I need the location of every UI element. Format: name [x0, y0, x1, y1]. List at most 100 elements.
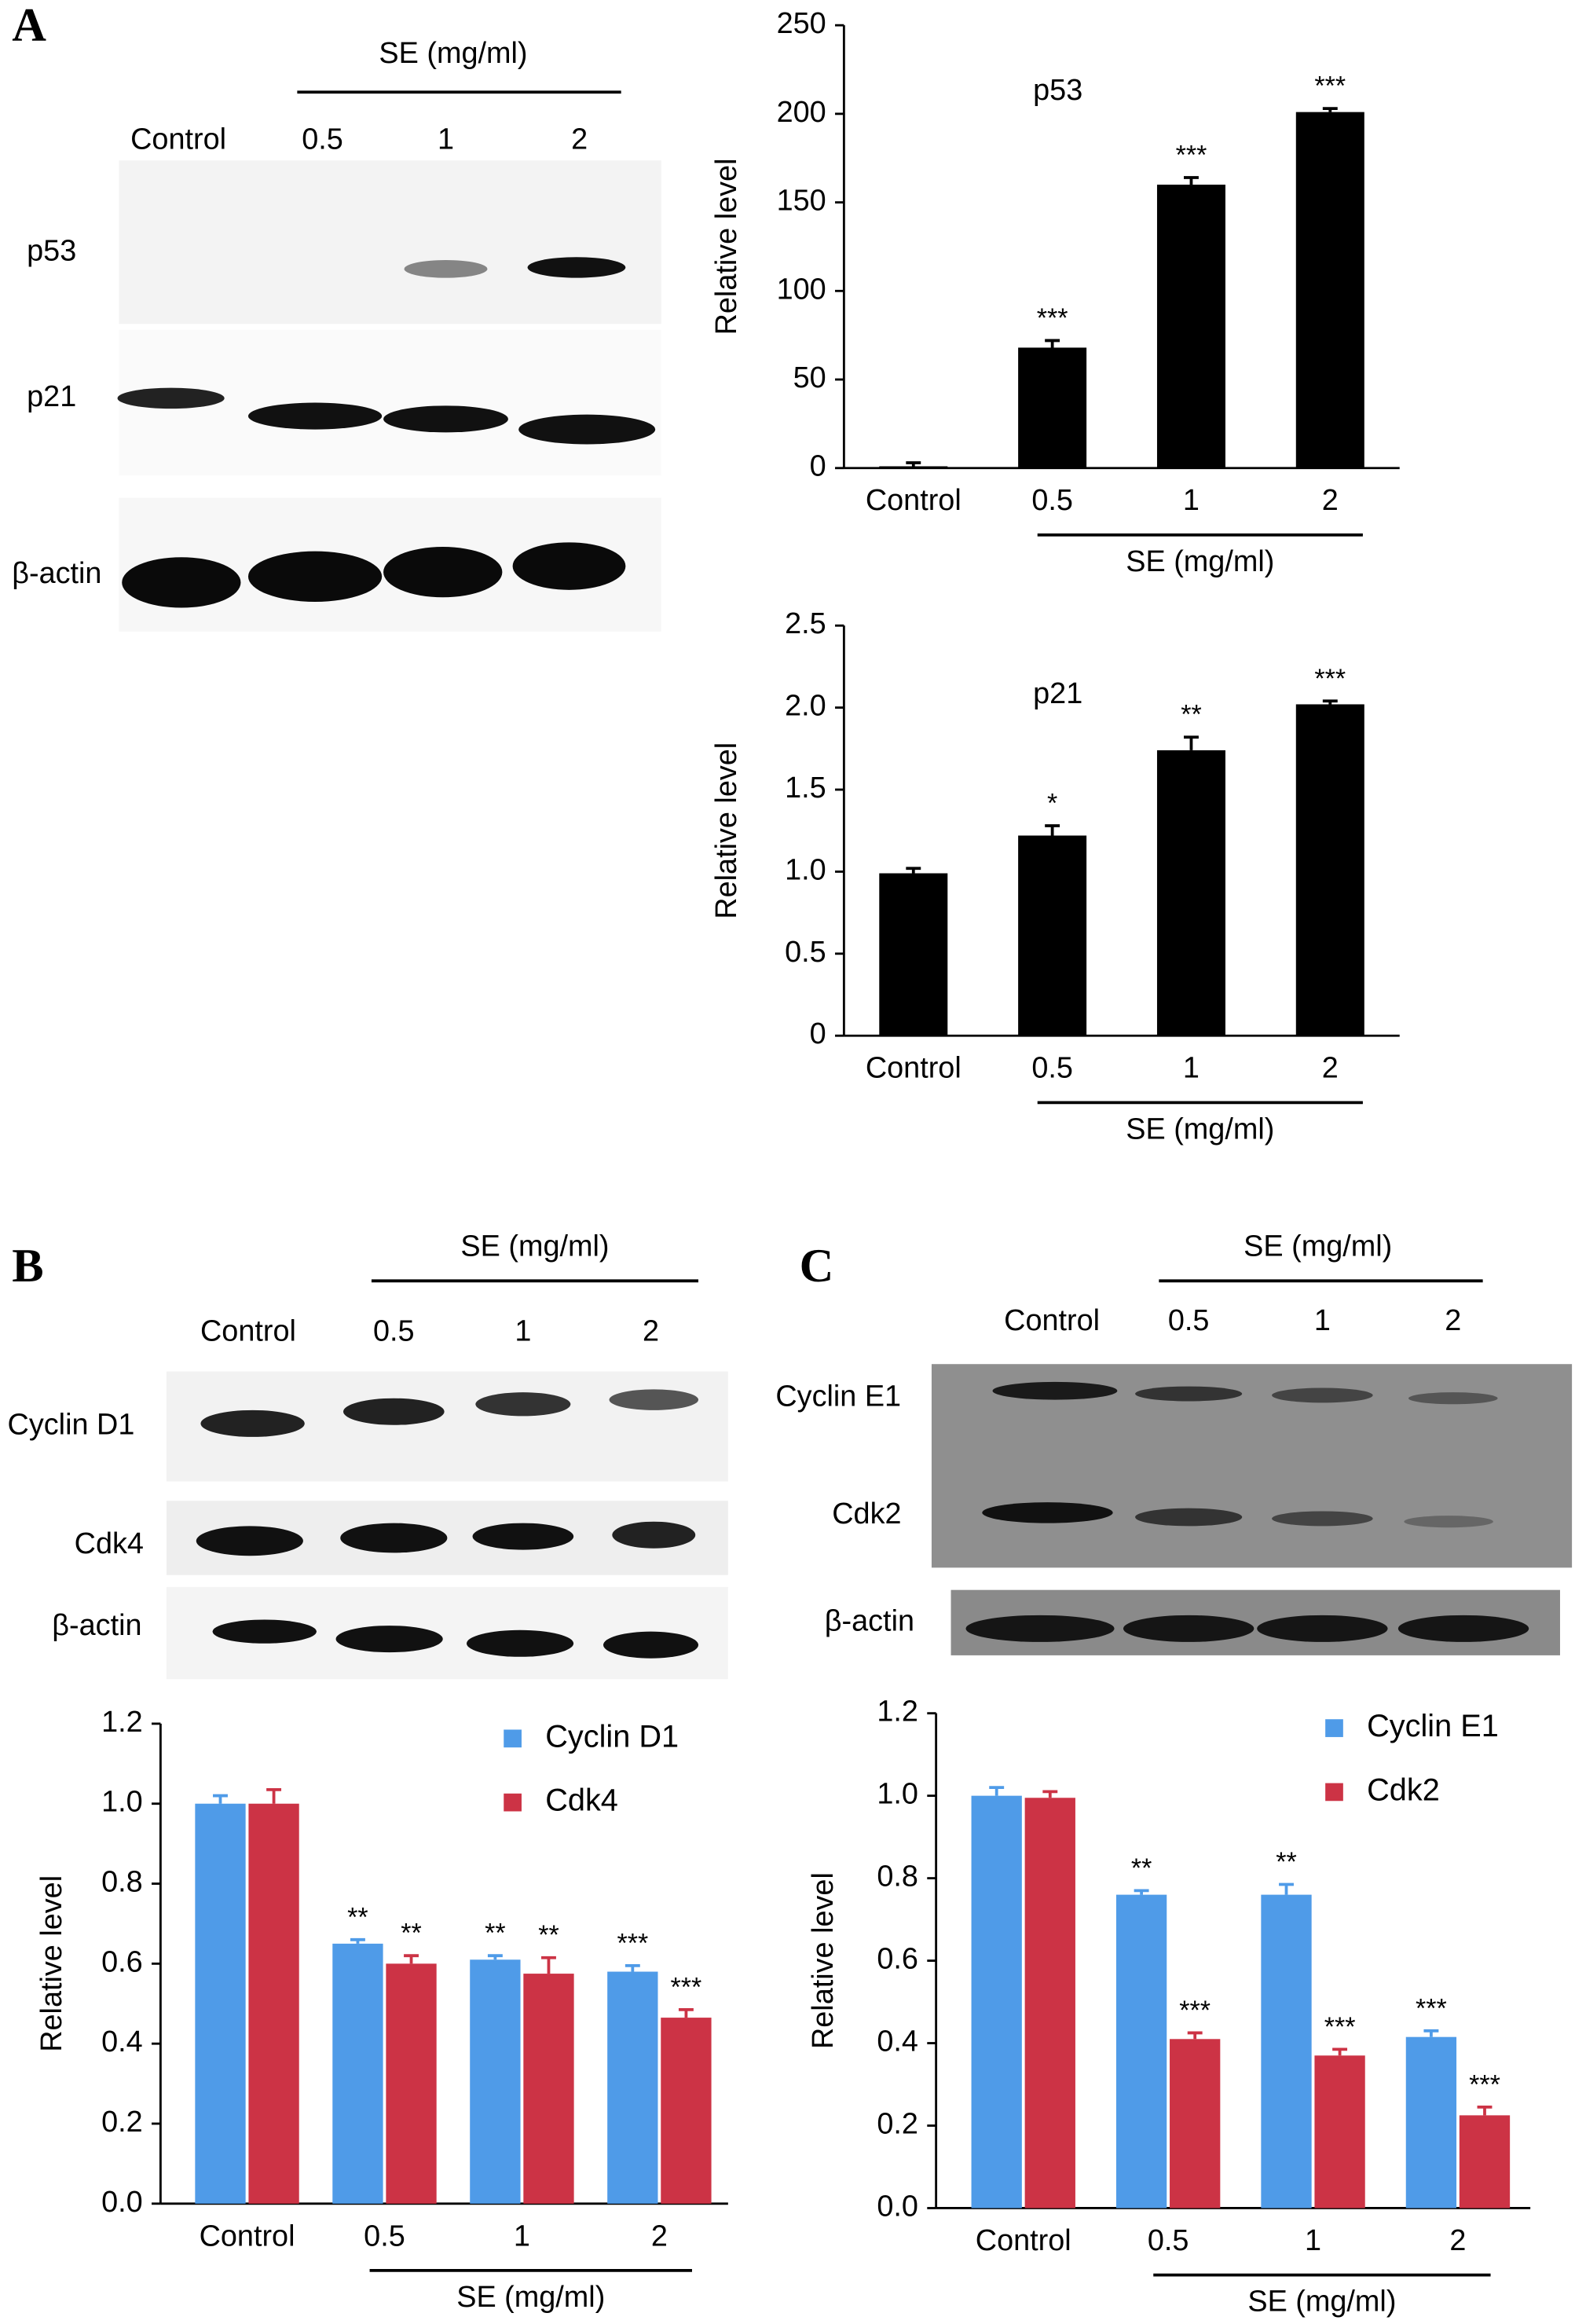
bar: [971, 1795, 1022, 2209]
bar: [248, 1803, 299, 2204]
significance-label: ***: [671, 1972, 702, 2002]
bar: [1405, 2036, 1457, 2209]
significance-label: **: [1276, 1847, 1296, 1877]
bar: [1018, 347, 1087, 468]
y-tick-label: 200: [777, 96, 826, 129]
error-bar: [213, 1794, 228, 1804]
y-tick-label: 1.2: [877, 1695, 918, 1728]
y-axis-label: Relative level: [710, 742, 743, 919]
error-bar: [1134, 1889, 1149, 1895]
bar: [1170, 2039, 1221, 2209]
bar: [1295, 112, 1364, 468]
row-label: Cyclin D1: [8, 1409, 135, 1442]
bar: [1261, 1894, 1312, 2209]
row-label: β-actin: [12, 557, 101, 590]
bar: [195, 1803, 246, 2204]
lane-label: Control: [200, 1314, 296, 1347]
lane-label: 2: [571, 123, 588, 156]
lane-label: 1: [1314, 1304, 1331, 1337]
row-label: p21: [27, 380, 76, 413]
band: [475, 1392, 571, 1417]
error-bar: [906, 867, 921, 874]
panel-letter: B: [12, 1240, 43, 1292]
error-bar: [1322, 699, 1338, 705]
lane-label: 0.5: [1168, 1304, 1210, 1337]
band: [335, 1626, 443, 1653]
treatment-label: SE (mg/ml): [1247, 2286, 1396, 2319]
band: [1135, 1386, 1243, 1402]
y-axis-label: Relative level: [35, 1875, 68, 2052]
error-bar: [541, 1956, 556, 1974]
error-bar: [1045, 824, 1060, 836]
y-tick-label: 0.0: [101, 2186, 143, 2219]
band: [466, 1629, 574, 1657]
bar: [1295, 704, 1364, 1036]
significance-label: **: [401, 1919, 422, 1948]
treatment-label: SE (mg/ml): [460, 1230, 609, 1263]
band: [1397, 1615, 1529, 1642]
band: [1123, 1615, 1255, 1642]
blot-images: [117, 160, 1573, 1680]
error-bar: [1184, 735, 1199, 750]
band: [609, 1389, 699, 1410]
panel-letter: C: [800, 1240, 834, 1292]
y-tick-label: 2.0: [785, 690, 826, 723]
y-tick-label: 1.5: [785, 772, 826, 805]
row-label: Cdk4: [75, 1527, 144, 1560]
band: [1272, 1387, 1373, 1403]
significance-label: ***: [1176, 141, 1207, 170]
band: [992, 1381, 1118, 1400]
significance-label: ***: [1314, 71, 1346, 101]
x-tick-label: 1: [1305, 2224, 1321, 2257]
significance-label: **: [485, 1919, 506, 1948]
legend-swatch: [1325, 1719, 1343, 1737]
y-axis-label: Relative level: [807, 1872, 840, 2049]
y-tick-label: 0.5: [785, 936, 826, 969]
error-bar: [1184, 176, 1199, 185]
lane-label: 1: [515, 1314, 531, 1347]
y-tick-label: 0.2: [101, 2106, 143, 2139]
band: [1135, 1508, 1243, 1527]
lane-label: 2: [643, 1314, 659, 1347]
significance-label: ***: [1416, 1993, 1447, 2023]
y-tick-label: 0.4: [877, 2025, 918, 2058]
band: [383, 405, 508, 433]
lane-label: 0.5: [302, 123, 343, 156]
band: [343, 1398, 445, 1425]
blot-background: [119, 160, 661, 324]
band: [247, 402, 383, 430]
significance-label: ***: [1179, 1996, 1211, 2025]
x-tick-label: 0.5: [364, 2220, 405, 2253]
band: [518, 414, 656, 445]
legend-swatch: [504, 1729, 522, 1748]
band: [247, 551, 383, 602]
error-bar: [1322, 107, 1338, 112]
significance-label: **: [1131, 1853, 1152, 1883]
significance-label: **: [538, 1920, 559, 1950]
row-label: β-actin: [825, 1604, 914, 1637]
band: [383, 547, 503, 598]
error-bar: [350, 1937, 365, 1944]
bar: [879, 873, 948, 1036]
x-tick-label: Control: [866, 1052, 961, 1085]
band: [196, 1526, 303, 1556]
row-label: Cyclin E1: [775, 1380, 901, 1413]
error-bar: [487, 1954, 503, 1960]
bar: [879, 466, 948, 468]
chart-title: p21: [1033, 677, 1082, 710]
band: [1257, 1615, 1388, 1642]
panel-letter: A: [12, 0, 46, 52]
y-tick-label: 0.2: [877, 2107, 918, 2140]
bar: [1156, 750, 1225, 1036]
treatment-label: SE (mg/ml): [1126, 545, 1274, 578]
bar: [470, 1959, 521, 2204]
y-tick-label: 0.8: [101, 1866, 143, 1899]
error-bar: [1423, 2029, 1439, 2037]
legend-swatch: [1325, 1783, 1343, 1802]
chart-title: p53: [1033, 74, 1082, 107]
legend-swatch: [504, 1793, 522, 1812]
x-tick-label: 2: [1449, 2224, 1466, 2257]
y-tick-label: 0.6: [877, 1943, 918, 1976]
significance-label: **: [347, 1902, 368, 1932]
